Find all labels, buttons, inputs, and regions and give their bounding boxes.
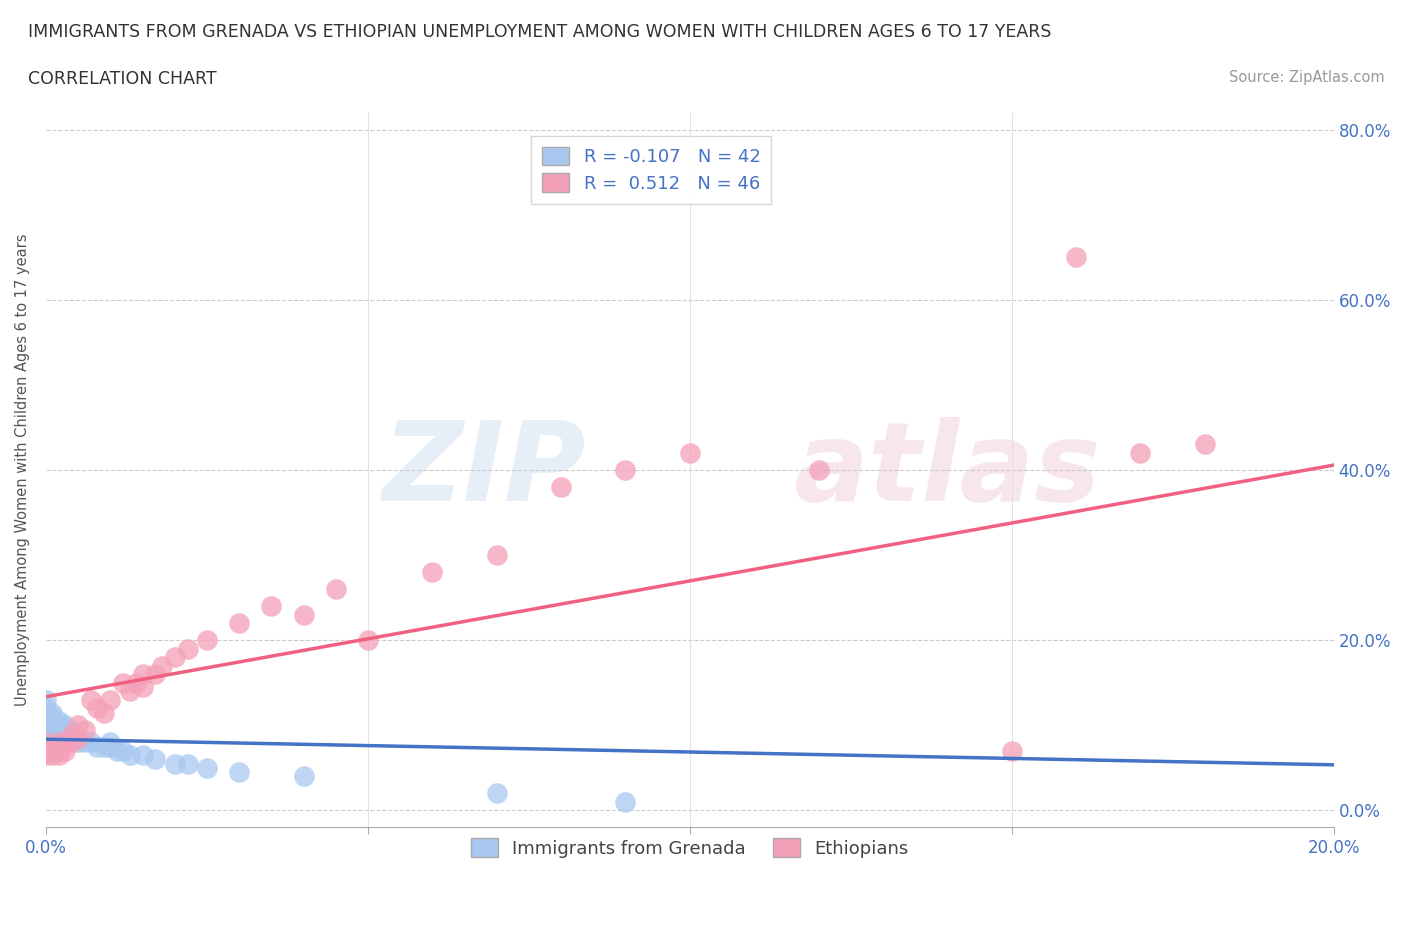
Point [679, 445, 702, 460]
Text: atlas: atlas [793, 417, 1099, 524]
Point [67, 731, 90, 746]
Point [163, 756, 186, 771]
Point [1129, 445, 1152, 460]
Point [41, 726, 63, 741]
Text: IMMIGRANTS FROM GRENADA VS ETHIOPIAN UNEMPLOYMENT AMONG WOMEN WITH CHILDREN AGES: IMMIGRANTS FROM GRENADA VS ETHIOPIAN UNE… [28, 23, 1052, 41]
Point [98, 735, 121, 750]
Point [807, 462, 830, 477]
Point [35, 722, 58, 737]
Point [105, 743, 128, 758]
Point [176, 642, 198, 657]
Point [67, 735, 90, 750]
Point [80, 692, 103, 707]
Point [48, 713, 70, 728]
Point [48, 718, 70, 733]
Y-axis label: Unemployment Among Women with Children Ages 6 to 17 years: Unemployment Among Women with Children A… [15, 233, 30, 706]
Point [131, 667, 153, 682]
Point [228, 616, 250, 631]
Point [195, 632, 218, 647]
Text: CORRELATION CHART: CORRELATION CHART [28, 70, 217, 87]
Point [420, 565, 443, 579]
Point [485, 548, 508, 563]
Point [80, 735, 103, 750]
Point [98, 692, 121, 707]
Point [357, 632, 380, 647]
Point [195, 761, 218, 776]
Point [53, 735, 76, 750]
Point [292, 607, 315, 622]
Point [60, 735, 83, 750]
Point [131, 748, 153, 763]
Point [112, 743, 135, 758]
Point [35, 701, 58, 716]
Point [53, 722, 76, 737]
Point [35, 739, 58, 754]
Point [118, 684, 141, 698]
Point [41, 713, 63, 728]
Point [48, 735, 70, 750]
Point [48, 743, 70, 758]
Point [35, 726, 58, 741]
Point [48, 748, 70, 763]
Point [125, 675, 148, 690]
Point [176, 756, 198, 771]
Point [325, 581, 347, 596]
Point [150, 658, 173, 673]
Point [53, 718, 76, 733]
Point [260, 599, 283, 614]
Point [67, 718, 90, 733]
Point [292, 769, 315, 784]
Point [35, 692, 58, 707]
Point [41, 739, 63, 754]
Point [67, 731, 90, 746]
Point [73, 735, 96, 750]
Legend: Immigrants from Grenada, Ethiopians: Immigrants from Grenada, Ethiopians [460, 828, 920, 869]
Point [60, 726, 83, 741]
Point [145, 751, 167, 766]
Point [112, 675, 135, 690]
Point [35, 710, 58, 724]
Point [35, 705, 58, 720]
Point [48, 731, 70, 746]
Point [41, 718, 63, 733]
Point [60, 726, 83, 741]
Point [93, 739, 115, 754]
Point [118, 748, 141, 763]
Point [1001, 743, 1024, 758]
Point [60, 731, 83, 746]
Point [93, 705, 115, 720]
Point [614, 794, 637, 809]
Point [1194, 437, 1216, 452]
Point [41, 705, 63, 720]
Point [53, 743, 76, 758]
Point [41, 748, 63, 763]
Point [550, 480, 572, 495]
Point [35, 718, 58, 733]
Point [163, 650, 186, 665]
Text: ZIP: ZIP [384, 417, 586, 524]
Point [1064, 250, 1087, 265]
Point [60, 722, 83, 737]
Point [35, 735, 58, 750]
Point [485, 786, 508, 801]
Point [131, 680, 153, 695]
Point [53, 731, 76, 746]
Point [35, 748, 58, 763]
Point [145, 667, 167, 682]
Point [73, 722, 96, 737]
Point [41, 710, 63, 724]
Point [35, 743, 58, 758]
Point [86, 739, 108, 754]
Point [41, 743, 63, 758]
Point [48, 726, 70, 741]
Point [98, 739, 121, 754]
Text: Source: ZipAtlas.com: Source: ZipAtlas.com [1229, 70, 1385, 85]
Point [614, 462, 637, 477]
Point [228, 764, 250, 779]
Point [86, 701, 108, 716]
